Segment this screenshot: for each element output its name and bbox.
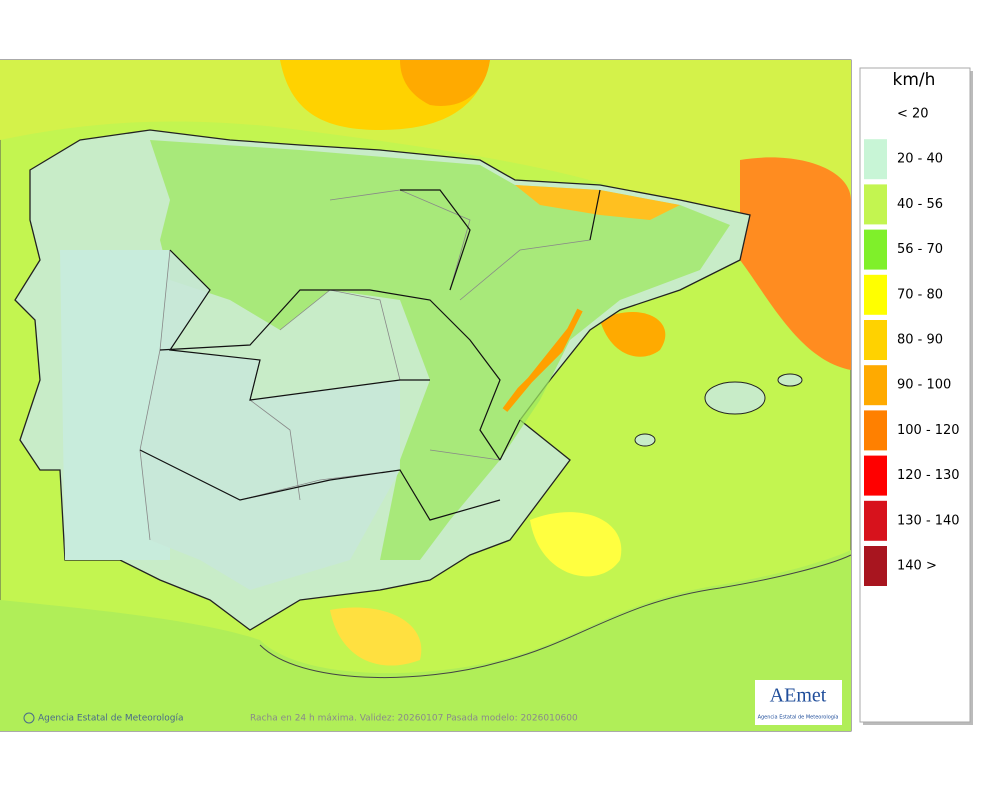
sea-gust [600,311,666,357]
portugal [60,250,170,560]
legend-label: 140 > [897,559,937,574]
region-borders [139,189,601,521]
copyright-icon [23,712,35,724]
logo-name: AEmet [770,685,827,707]
legend-label: < 20 [897,107,929,122]
legend: km/h < 20 20 - 40 40 - 56 56 - 70 70 - 80 80 … [859,67,973,725]
sea-north [0,60,851,330]
legend-swatch [864,139,887,180]
map [0,59,852,732]
africa [0,550,851,731]
wind-zone [502,308,583,412]
credit: Agencia Estatal de Meteorología [38,714,184,724]
legend-label: 40 - 56 [897,197,943,212]
sea-gust [530,512,622,577]
province-borders [139,189,591,541]
legend-label: 90 - 100 [897,378,951,393]
legend-unit: km/h [893,70,936,90]
legend-label: 100 - 120 [897,423,960,438]
legend-label: 130 - 140 [897,513,960,528]
sea-gust [400,60,490,106]
sea-gust [740,157,851,370]
legend-swatch [864,229,887,270]
menorca [777,373,803,387]
footer: Agencia Estatal de Meteorología Racha en… [23,712,578,724]
legend-swatch [864,410,887,451]
interior [140,250,400,590]
legend-label: 56 - 70 [897,242,943,257]
legend-swatch [864,320,887,360]
africa-coast [259,554,852,679]
legend-label: 20 - 40 [897,152,943,167]
legend-label: 70 - 80 [897,287,943,302]
caption: Racha en 24 h máxima. Validez: 20260107 … [250,714,578,724]
legend-swatch [864,546,887,586]
legend-label: 80 - 90 [897,333,943,348]
legend-swatch [864,500,887,541]
logo-box [755,680,842,725]
legend-swatch [864,94,887,134]
legend-swatch [864,184,887,225]
logo: AEmet Agencia Estatal de Meteorología [755,680,842,725]
legend-label: 120 - 130 [897,468,960,483]
legend-swatch [864,365,887,406]
mallorca [704,381,766,415]
sea-gust [330,607,422,666]
logo-subtitle: Agencia Estatal de Meteorología [758,714,839,721]
ibiza [634,433,656,447]
legend-swatch [864,274,887,315]
wind-zone [150,140,730,560]
legend-swatch [864,455,887,496]
